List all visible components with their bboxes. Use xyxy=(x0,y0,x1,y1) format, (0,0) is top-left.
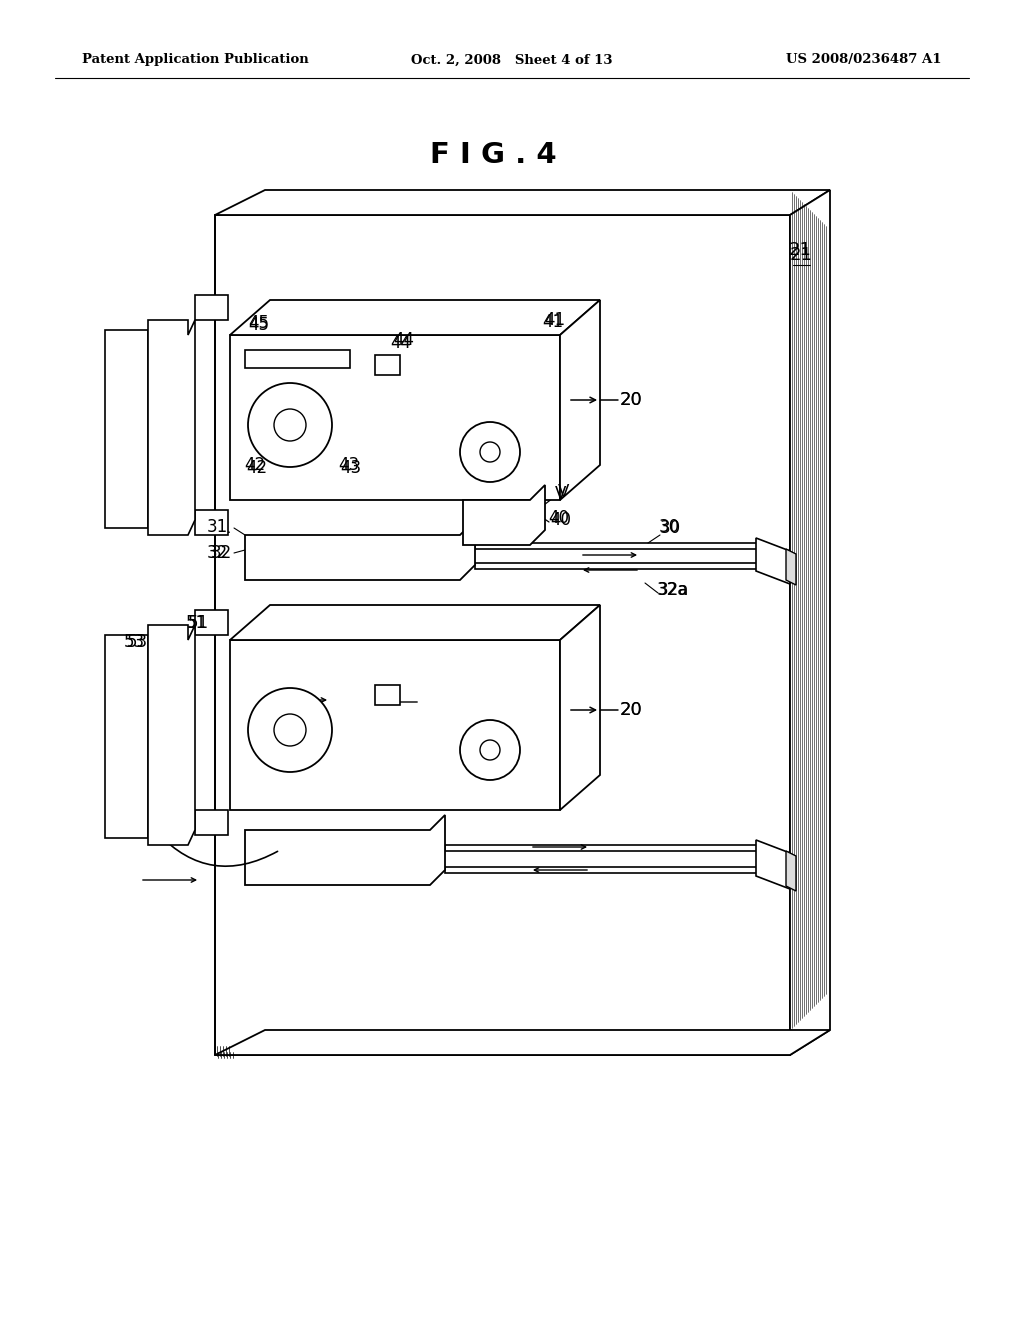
Text: 31: 31 xyxy=(211,519,232,537)
Text: 20: 20 xyxy=(620,391,643,409)
Polygon shape xyxy=(445,845,790,865)
Text: 20: 20 xyxy=(620,701,643,719)
Text: Patent Application Publication: Patent Application Publication xyxy=(82,54,309,66)
Text: 40: 40 xyxy=(548,510,569,527)
Text: 32a: 32a xyxy=(658,581,689,599)
Text: 53: 53 xyxy=(127,634,148,651)
Text: 45: 45 xyxy=(248,314,269,333)
Text: 42: 42 xyxy=(468,455,489,473)
Text: V: V xyxy=(555,484,566,503)
Text: 42: 42 xyxy=(466,454,487,473)
Polygon shape xyxy=(105,635,148,838)
Polygon shape xyxy=(463,484,545,545)
Text: V: V xyxy=(558,483,569,502)
Text: 31: 31 xyxy=(207,517,228,536)
Text: 30: 30 xyxy=(659,517,680,536)
Polygon shape xyxy=(195,610,228,635)
Circle shape xyxy=(480,442,500,462)
Polygon shape xyxy=(245,520,475,579)
Circle shape xyxy=(480,741,500,760)
Text: F I G . 4: F I G . 4 xyxy=(430,141,557,169)
Polygon shape xyxy=(375,685,400,705)
Polygon shape xyxy=(475,564,790,582)
Text: 53: 53 xyxy=(124,634,145,651)
Text: Oct. 2, 2008   Sheet 4 of 13: Oct. 2, 2008 Sheet 4 of 13 xyxy=(412,54,612,66)
Text: 44: 44 xyxy=(390,334,411,352)
Polygon shape xyxy=(786,549,796,585)
Circle shape xyxy=(248,688,332,772)
Text: 32: 32 xyxy=(211,544,232,562)
Polygon shape xyxy=(475,543,790,562)
Text: 45: 45 xyxy=(248,315,269,334)
Polygon shape xyxy=(215,190,830,215)
Polygon shape xyxy=(245,350,350,368)
Polygon shape xyxy=(445,867,790,886)
Text: 51: 51 xyxy=(188,614,209,632)
Text: 42: 42 xyxy=(244,455,265,474)
Polygon shape xyxy=(245,814,445,884)
Polygon shape xyxy=(375,355,400,375)
Polygon shape xyxy=(230,640,560,810)
Text: 43: 43 xyxy=(340,459,361,477)
Polygon shape xyxy=(195,810,228,836)
Text: 40: 40 xyxy=(550,511,571,529)
Polygon shape xyxy=(148,624,195,845)
Text: 41: 41 xyxy=(542,313,563,331)
Circle shape xyxy=(274,409,306,441)
Polygon shape xyxy=(230,335,560,500)
Text: 41: 41 xyxy=(280,433,299,449)
Text: 42: 42 xyxy=(246,459,267,477)
Text: 30: 30 xyxy=(660,519,681,537)
Polygon shape xyxy=(195,510,228,535)
Text: 32: 32 xyxy=(207,544,228,562)
Circle shape xyxy=(274,714,306,746)
Text: 41: 41 xyxy=(283,433,302,447)
Polygon shape xyxy=(560,605,600,810)
Text: 51: 51 xyxy=(186,614,207,632)
Text: 43: 43 xyxy=(338,455,359,474)
Text: 21: 21 xyxy=(790,242,812,259)
Text: 20: 20 xyxy=(620,701,643,719)
Polygon shape xyxy=(756,840,790,888)
Text: 41: 41 xyxy=(544,312,565,329)
Polygon shape xyxy=(790,190,830,1055)
Circle shape xyxy=(248,383,332,467)
Polygon shape xyxy=(195,294,228,319)
Polygon shape xyxy=(148,319,195,535)
Text: 21: 21 xyxy=(790,246,813,264)
Polygon shape xyxy=(105,330,148,528)
Circle shape xyxy=(460,719,520,780)
Text: 44: 44 xyxy=(393,331,414,348)
Text: US 2008/0236487 A1: US 2008/0236487 A1 xyxy=(786,54,942,66)
Polygon shape xyxy=(215,1030,830,1055)
Polygon shape xyxy=(230,300,600,335)
Polygon shape xyxy=(230,605,600,640)
Polygon shape xyxy=(786,851,796,891)
Polygon shape xyxy=(756,539,790,583)
Polygon shape xyxy=(560,300,600,500)
Text: 32a: 32a xyxy=(657,581,688,599)
Polygon shape xyxy=(215,215,790,1055)
Text: 20: 20 xyxy=(620,391,643,409)
Circle shape xyxy=(460,422,520,482)
